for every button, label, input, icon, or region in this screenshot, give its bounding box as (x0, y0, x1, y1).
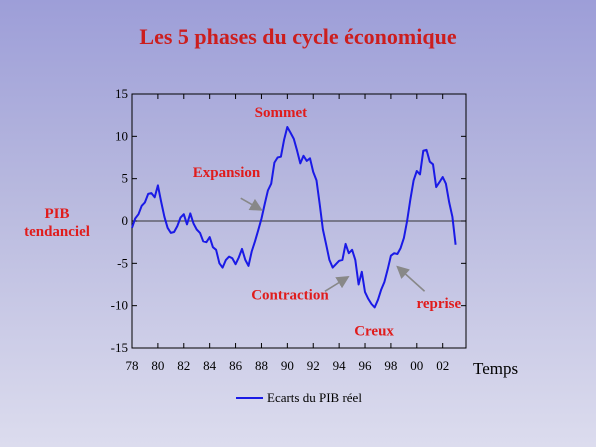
x-tick-label: 02 (436, 358, 449, 373)
x-tick-label: 98 (384, 358, 397, 373)
annotation-expansion: Expansion (193, 165, 261, 181)
y-tick-label: 0 (122, 213, 129, 228)
x-tick-label: 84 (203, 358, 217, 373)
annotation-arrow (240, 197, 263, 211)
legend-label: Ecarts du PIB réel (267, 390, 362, 405)
x-tick-label: 90 (281, 358, 294, 373)
annotation-creux: Creux (354, 323, 394, 339)
y-tick-label: -5 (117, 255, 128, 270)
x-axis: 78 80 82 84 86 88 90 92 94 96 98 00 02 (126, 94, 449, 373)
x-tick-label: 88 (255, 358, 268, 373)
y-axis-label-line-1: PIB (44, 206, 69, 222)
x-tick-label: 96 (359, 358, 373, 373)
y-tick-label: 15 (115, 86, 128, 101)
y-tick-label: -15 (111, 340, 128, 355)
annotation-arrow (324, 276, 350, 292)
x-tick-label: 00 (410, 358, 423, 373)
x-tick-label: 94 (333, 358, 347, 373)
y-tick-label: 10 (115, 128, 128, 143)
annotation-reprise: reprise (416, 296, 461, 312)
annotation-arrow (396, 265, 426, 292)
annotations: Sommet Expansion Contraction Creux reprise (193, 105, 462, 339)
slide-title: Les 5 phases du cycle économique (139, 24, 457, 49)
y-tick-label: 5 (122, 171, 129, 186)
y-axis: 15 10 5 0 -5 -10 -15 (111, 86, 466, 355)
y-tick-label: -10 (111, 298, 128, 313)
series-line-ecarts-pib (131, 126, 457, 309)
x-axis-label: Temps (473, 359, 518, 378)
y-axis-label-line-2: tendanciel (24, 224, 90, 240)
annotation-sommet: Sommet (255, 105, 308, 121)
x-tick-label: 92 (307, 358, 320, 373)
x-tick-label: 86 (229, 358, 243, 373)
x-tick-label: 82 (177, 358, 190, 373)
x-tick-label: 80 (151, 358, 164, 373)
legend: Ecarts du PIB réel (236, 390, 362, 405)
annotation-arrows (240, 197, 426, 292)
annotation-contraction: Contraction (251, 288, 329, 304)
x-tick-label: 78 (126, 358, 139, 373)
